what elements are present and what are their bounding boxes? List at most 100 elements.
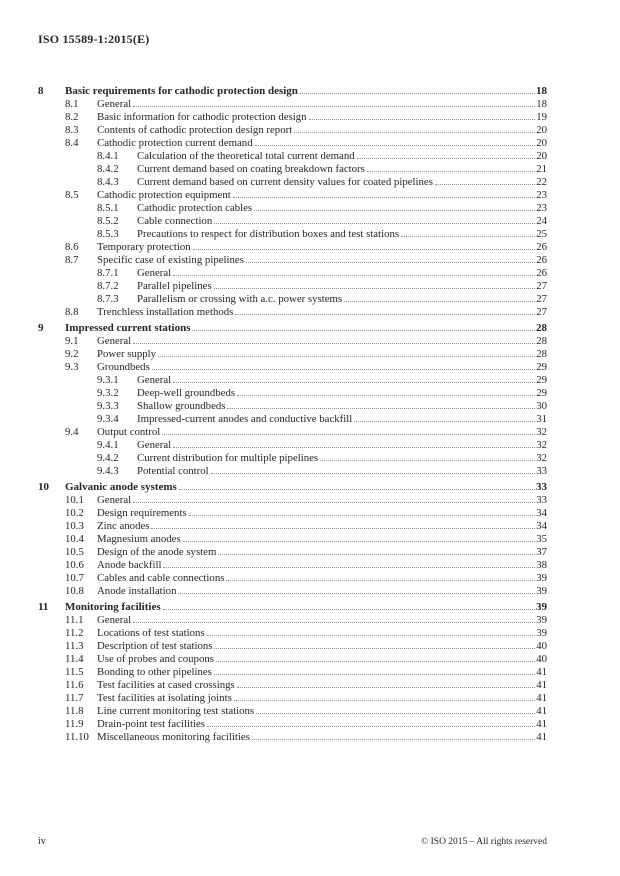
toc-row[interactable]: 11.6 Test facilities at cased crossings … <box>38 679 547 692</box>
toc-row[interactable]: 10.6 Anode backfill 38 <box>38 559 547 572</box>
toc-row[interactable]: 11.5 Bonding to other pipelines 41 <box>38 666 547 679</box>
toc-row[interactable]: 8.4.3 Current demand based on current de… <box>38 176 547 189</box>
toc-row[interactable]: 8.5.2 Cable connection 24 <box>38 215 547 228</box>
toc-row[interactable]: 8.4.2 Current demand based on coating br… <box>38 163 547 176</box>
toc-row[interactable]: 11.10 Miscellaneous monitoring facilitie… <box>38 731 547 744</box>
toc-row[interactable]: 8.7.1 General 26 <box>38 267 547 280</box>
toc-entry-title: Precautions to respect for distribution … <box>137 228 400 240</box>
toc-row[interactable]: 9.1 General 28 <box>38 335 547 348</box>
toc-row[interactable]: 8.6 Temporary protection 26 <box>38 241 547 254</box>
toc-entry-number: 8.5.2 <box>97 215 119 227</box>
toc-leader-dots <box>133 620 536 623</box>
toc-entry-title: General <box>97 98 132 110</box>
toc-row[interactable]: 11.1 General 39 <box>38 614 547 627</box>
toc-entry-title: Power supply <box>97 348 157 360</box>
toc-leader-dots <box>163 565 536 568</box>
toc-entry-page: 30 <box>536 400 547 412</box>
toc-leader-dots <box>237 393 536 396</box>
toc-row[interactable]: 8.4 Cathodic protection current demand 2… <box>38 137 547 150</box>
toc-row[interactable]: 10.7 Cables and cable connections 39 <box>38 572 547 585</box>
toc-row[interactable]: 8.7.2 Parallel pipelines 27 <box>38 280 547 293</box>
toc-entry-page: 33 <box>536 481 547 493</box>
toc-row[interactable]: 8.2 Basic information for cathodic prote… <box>38 111 547 124</box>
toc-leader-dots <box>178 487 535 490</box>
toc-entry-title: Drain-point test facilities <box>97 718 205 730</box>
toc-row[interactable]: 8.8 Trenchless installation methods 27 <box>38 306 547 319</box>
toc-row[interactable]: 10.8 Anode installation 39 <box>38 585 547 598</box>
toc-row[interactable]: 8.5.1 Cathodic protection cables 23 <box>38 202 547 215</box>
toc-row[interactable]: 10.2 Design requirements 34 <box>38 507 547 520</box>
toc-row[interactable]: 9.3.4 Impressed-current anodes and condu… <box>38 413 547 426</box>
toc-row[interactable]: 9.4.1 General 32 <box>38 439 547 452</box>
toc-entry-page: 29 <box>536 361 547 373</box>
toc-entry-page: 35 <box>536 533 547 545</box>
toc-leader-dots <box>245 260 536 263</box>
toc-entry-page: 22 <box>536 176 547 188</box>
toc-row[interactable]: 9.3.2 Deep-well groundbeds 29 <box>38 387 547 400</box>
toc-entry-title: Cathodic protection current demand <box>97 137 253 149</box>
toc-row[interactable]: 9.2 Power supply 28 <box>38 348 547 361</box>
toc-entry-title: General <box>97 335 132 347</box>
toc-entry-number: 9.2 <box>65 348 79 360</box>
toc-leader-dots <box>213 672 536 675</box>
toc-row[interactable]: 11.4 Use of probes and coupons 40 <box>38 653 547 666</box>
toc-row[interactable]: 8 Basic requirements for cathodic protec… <box>38 85 547 98</box>
toc-row[interactable]: 9.4.2 Current distribution for multiple … <box>38 452 547 465</box>
toc-leader-dots <box>294 130 536 133</box>
toc-entry-page: 32 <box>536 426 547 438</box>
toc-entry-page: 41 <box>536 679 547 691</box>
toc-row[interactable]: 8.4.1 Calculation of the theoretical tot… <box>38 150 547 163</box>
toc-row[interactable]: 11.8 Line current monitoring test statio… <box>38 705 547 718</box>
toc-row[interactable]: 11.9 Drain-point test facilities 41 <box>38 718 547 731</box>
toc-leader-dots <box>151 367 536 370</box>
toc-leader-dots <box>226 578 536 581</box>
toc-row[interactable]: 10 Galvanic anode systems 33 <box>38 481 547 494</box>
toc-entry-title: Description of test stations <box>97 640 213 652</box>
toc-entry-title: General <box>137 374 172 386</box>
toc-row[interactable]: 8.1 General 18 <box>38 98 547 111</box>
toc-entry-page: 23 <box>536 189 547 201</box>
toc-leader-dots <box>213 286 536 289</box>
toc-row[interactable]: 9.3.1 General 29 <box>38 374 547 387</box>
toc-entry-title: Anode installation <box>97 585 177 597</box>
toc-entry-title: Bonding to other pipelines <box>97 666 212 678</box>
toc-leader-dots <box>192 328 535 331</box>
toc-row[interactable]: 11.7 Test facilities at isolating joints… <box>38 692 547 705</box>
document-header-title: ISO 15589-1:2015(E) <box>38 32 150 46</box>
toc-entry-page: 40 <box>536 640 547 652</box>
toc-entry-title: Cable connection <box>137 215 213 227</box>
toc-row[interactable]: 8.7.3 Parallelism or crossing with a.c. … <box>38 293 547 306</box>
toc-row[interactable]: 10.1 General 33 <box>38 494 547 507</box>
toc-entry-title: General <box>97 494 132 506</box>
table-of-contents: 8 Basic requirements for cathodic protec… <box>38 82 547 744</box>
toc-row[interactable]: 9.3 Groundbeds 29 <box>38 361 547 374</box>
toc-entry-number: 9.3.1 <box>97 374 119 386</box>
toc-entry-number: 8.6 <box>65 241 79 253</box>
toc-leader-dots <box>214 221 536 224</box>
toc-row[interactable]: 8.5.3 Precautions to respect for distrib… <box>38 228 547 241</box>
toc-row[interactable]: 8.5 Cathodic protection equipment 23 <box>38 189 547 202</box>
toc-leader-dots <box>308 117 536 120</box>
toc-entry-number: 10.6 <box>65 559 84 571</box>
toc-entry-title: Parallelism or crossing with a.c. power … <box>137 293 343 305</box>
toc-row[interactable]: 10.4 Magnesium anodes 35 <box>38 533 547 546</box>
toc-leader-dots <box>232 195 536 198</box>
toc-row[interactable]: 9.4 Output control 32 <box>38 426 547 439</box>
toc-entry-page: 38 <box>536 559 547 571</box>
toc-row[interactable]: 8.3 Contents of cathodic protection desi… <box>38 124 547 137</box>
toc-entry-page: 34 <box>536 507 547 519</box>
toc-row[interactable]: 9 Impressed current stations 28 <box>38 322 547 335</box>
toc-row[interactable]: 8.7 Specific case of existing pipelines … <box>38 254 547 267</box>
toc-row[interactable]: 9.4.3 Potential control 33 <box>38 465 547 478</box>
toc-entry-page: 37 <box>536 546 547 558</box>
toc-row[interactable]: 11.3 Description of test stations 40 <box>38 640 547 653</box>
toc-leader-dots <box>344 299 536 302</box>
toc-row[interactable]: 9.3.3 Shallow groundbeds 30 <box>38 400 547 413</box>
toc-row[interactable]: 11 Monitoring facilities 39 <box>38 601 547 614</box>
toc-entry-page: 33 <box>536 494 547 506</box>
toc-row[interactable]: 11.2 Locations of test stations 39 <box>38 627 547 640</box>
toc-entry-number: 8.5 <box>65 189 79 201</box>
toc-row[interactable]: 10.3 Zinc anodes 34 <box>38 520 547 533</box>
toc-row[interactable]: 10.5 Design of the anode system 37 <box>38 546 547 559</box>
toc-entry-number: 9.4.2 <box>97 452 119 464</box>
